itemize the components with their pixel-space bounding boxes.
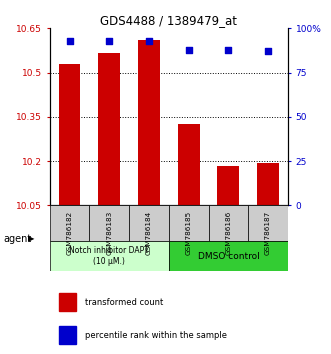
Text: GSM786184: GSM786184 — [146, 211, 152, 255]
Bar — [248, 205, 288, 241]
Bar — [50, 241, 169, 271]
Text: GSM786187: GSM786187 — [265, 211, 271, 255]
Bar — [98, 53, 120, 205]
Bar — [129, 205, 169, 241]
Text: transformed count: transformed count — [85, 297, 163, 307]
Text: DMSO control: DMSO control — [198, 252, 259, 261]
Text: GSM786182: GSM786182 — [67, 211, 72, 255]
Text: GSM786185: GSM786185 — [186, 211, 192, 255]
Bar — [217, 166, 239, 205]
Bar — [257, 162, 279, 205]
Point — [265, 48, 271, 54]
Bar — [60, 326, 76, 344]
Text: Notch inhibitor DAPT
(10 μM.): Notch inhibitor DAPT (10 μM.) — [69, 246, 149, 266]
Bar — [138, 40, 160, 205]
Bar — [169, 241, 288, 271]
Point — [146, 38, 152, 44]
Text: GSM786186: GSM786186 — [225, 211, 231, 255]
Bar — [169, 205, 209, 241]
Bar — [60, 293, 76, 311]
Point — [107, 38, 112, 44]
Text: percentile rank within the sample: percentile rank within the sample — [85, 331, 227, 340]
Point — [67, 38, 72, 44]
Bar — [50, 205, 89, 241]
Text: GSM786183: GSM786183 — [106, 211, 112, 255]
Text: ▶: ▶ — [28, 234, 35, 244]
Bar — [209, 205, 248, 241]
Text: agent: agent — [3, 234, 31, 244]
Title: GDS4488 / 1389479_at: GDS4488 / 1389479_at — [100, 14, 237, 27]
Point — [226, 47, 231, 52]
Point — [186, 47, 191, 52]
Bar — [59, 64, 80, 205]
Bar — [89, 205, 129, 241]
Bar — [178, 124, 200, 205]
